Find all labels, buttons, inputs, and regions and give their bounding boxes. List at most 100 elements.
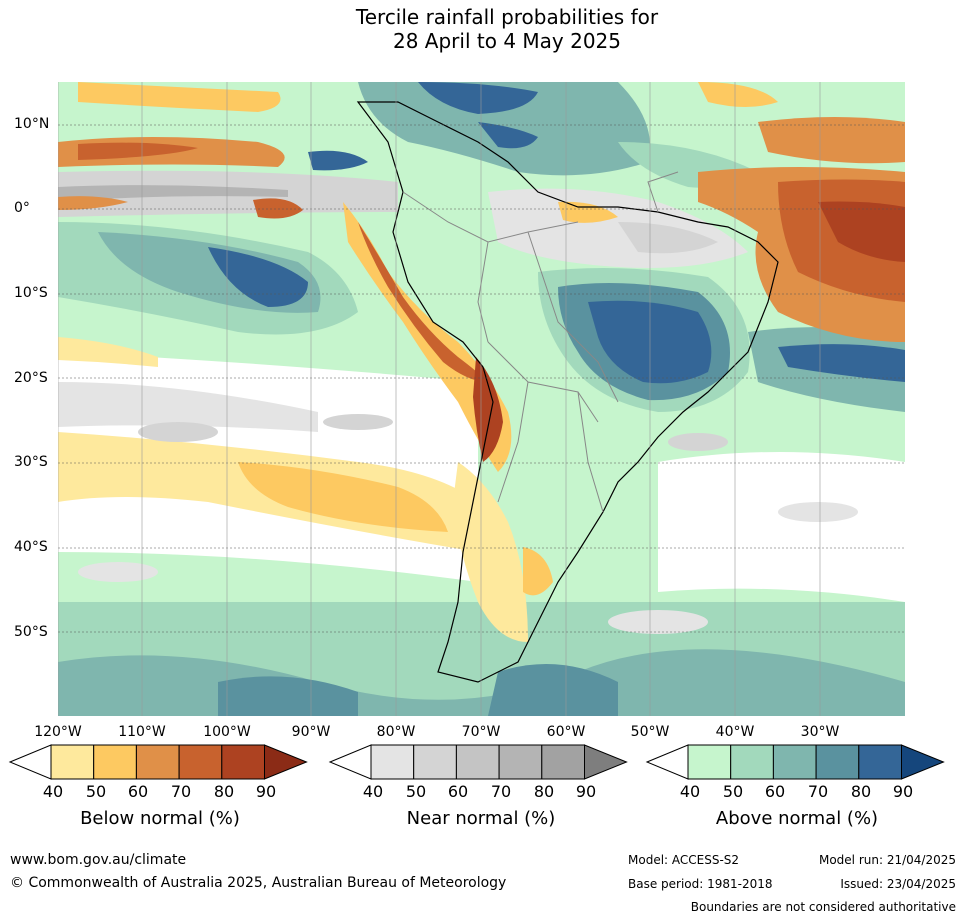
lat-label-30s: 30°S (14, 454, 48, 470)
pacific-below-normal-60 (238, 462, 448, 532)
equatorial-atlantic-below-normal-90 (818, 201, 905, 262)
southern-ocean-80-patch-2 (488, 664, 618, 716)
lat-label-10s: 10°S (14, 285, 48, 301)
caribbean-above-normal-80-2 (478, 122, 538, 149)
below-normal-colorbar (8, 744, 308, 780)
grey-patch (668, 433, 728, 451)
grey-patch (778, 502, 858, 522)
equatorial-pacific-dry-spot-2 (58, 196, 128, 210)
lon-label-60w: 60°W (546, 724, 586, 740)
north-atlantic-below-normal (758, 117, 905, 164)
colorbar-high-extension (264, 744, 308, 780)
grey-patch (608, 610, 708, 634)
cbar-tick: 70 (170, 782, 192, 801)
below-normal-label: Below normal (%) (80, 808, 240, 829)
map-title-line-2: 28 April to 4 May 2025 (393, 29, 621, 53)
grey-patch (138, 422, 218, 442)
model-run-date: Model run: 21/04/2025 (818, 853, 956, 867)
lon-label-30w: 30°W (800, 724, 840, 740)
cbar-tick: 40 (42, 782, 64, 801)
amazon-near-normal-60 (618, 222, 718, 254)
atacama-below-normal-90 (473, 357, 503, 462)
south-america-coastline (356, 101, 779, 683)
colorbar-segment (221, 744, 266, 780)
caribbean-above-normal-80 (418, 82, 538, 114)
cbar-tick: 40 (679, 782, 701, 801)
cbar-tick: 90 (255, 782, 277, 801)
lon-label-70w: 70°W (461, 724, 501, 740)
colorbar-segment (815, 744, 860, 780)
cbar-tick: 40 (362, 782, 384, 801)
lon-label-100w: 100°W (203, 724, 251, 740)
cbar-tick: 70 (807, 782, 829, 801)
colorbar-segment (413, 744, 457, 780)
cbar-tick: 60 (447, 782, 469, 801)
pacific-near-normal-band (58, 382, 318, 432)
pacific-above-normal-80 (208, 247, 308, 307)
brazil-above-normal-90 (588, 300, 712, 384)
cbar-tick: 80 (850, 782, 872, 801)
lat-label-10n: 10°N (14, 116, 50, 132)
colorbar-segment (772, 744, 817, 780)
model-name: Model: ACCESS-S2 (628, 853, 740, 867)
cbar-tick: 80 (213, 782, 235, 801)
boundaries-disclaimer: Boundaries are not considered authoritat… (690, 900, 956, 914)
colorbar-segment (687, 744, 732, 780)
colorbar-segment (730, 744, 774, 780)
website-link[interactable]: www.bom.gov.au/climate (10, 852, 187, 868)
cbar-tick: 60 (764, 782, 786, 801)
cbar-tick: 50 (85, 782, 107, 801)
grey-patch (323, 414, 393, 430)
colorbar-low-extension (8, 744, 52, 780)
lon-label-90w: 90°W (291, 724, 331, 740)
north-pacific-below-normal-top (78, 82, 281, 112)
rainfall-probability-map (58, 82, 905, 716)
lat-label-20s: 20°S (14, 370, 48, 386)
colorbar-high-extension (584, 744, 628, 780)
colorbar-high-extension (901, 744, 945, 780)
colorbar-segment (541, 744, 586, 780)
cbar-tick: 90 (575, 782, 597, 801)
colorbar-segment (50, 744, 95, 780)
colorbar-low-extension (328, 744, 372, 780)
amazon-below-normal-spot (558, 201, 618, 223)
lon-label-110w: 110°W (118, 724, 166, 740)
near-normal-label: Near normal (%) (406, 808, 556, 829)
cbar-tick: 80 (533, 782, 555, 801)
pacific-blue-spot (308, 150, 368, 171)
lon-label-50w: 50°W (630, 724, 670, 740)
above-normal-colorbar (645, 744, 945, 780)
lon-gridlines (58, 82, 821, 716)
lon-label-120w: 120°W (34, 724, 82, 740)
issued-date: Issued: 23/04/2025 (840, 877, 956, 891)
grey-patch (78, 562, 158, 582)
patagonia-below-normal-60 (523, 547, 553, 596)
lat-label-0: 0° (14, 200, 30, 216)
equatorial-pacific-dry-spot (253, 198, 303, 219)
lat-label-40s: 40°S (14, 539, 48, 555)
near-normal-colorbar (328, 744, 628, 780)
colorbar-segment (93, 744, 137, 780)
colorbar-segment (135, 744, 180, 780)
lon-label-80w: 80°W (376, 724, 416, 740)
colorbar-segment (370, 744, 415, 780)
cbar-tick: 60 (127, 782, 149, 801)
south-atlantic-above-normal-80 (778, 344, 905, 382)
pacific-below-normal-strip (58, 337, 158, 367)
equatorial-near-normal-80 (58, 185, 288, 202)
cbar-tick: 90 (892, 782, 914, 801)
cbar-tick: 70 (490, 782, 512, 801)
colorbar-segment (455, 744, 500, 780)
copyright-text: © Commonwealth of Australia 2025, Austra… (10, 875, 507, 891)
atlantic-white-band (658, 452, 905, 602)
cbar-tick: 50 (722, 782, 744, 801)
colorbar-low-extension (645, 744, 689, 780)
base-period: Base period: 1981-2018 (628, 877, 773, 891)
colorbar-segment (178, 744, 223, 780)
colorbar-segment (498, 744, 543, 780)
lat-gridlines (58, 124, 905, 633)
country-boundaries (402, 171, 679, 513)
lat-label-50s: 50°S (14, 624, 48, 640)
southern-ocean-80-patch (218, 676, 358, 716)
caribbean-below-normal (698, 82, 778, 107)
